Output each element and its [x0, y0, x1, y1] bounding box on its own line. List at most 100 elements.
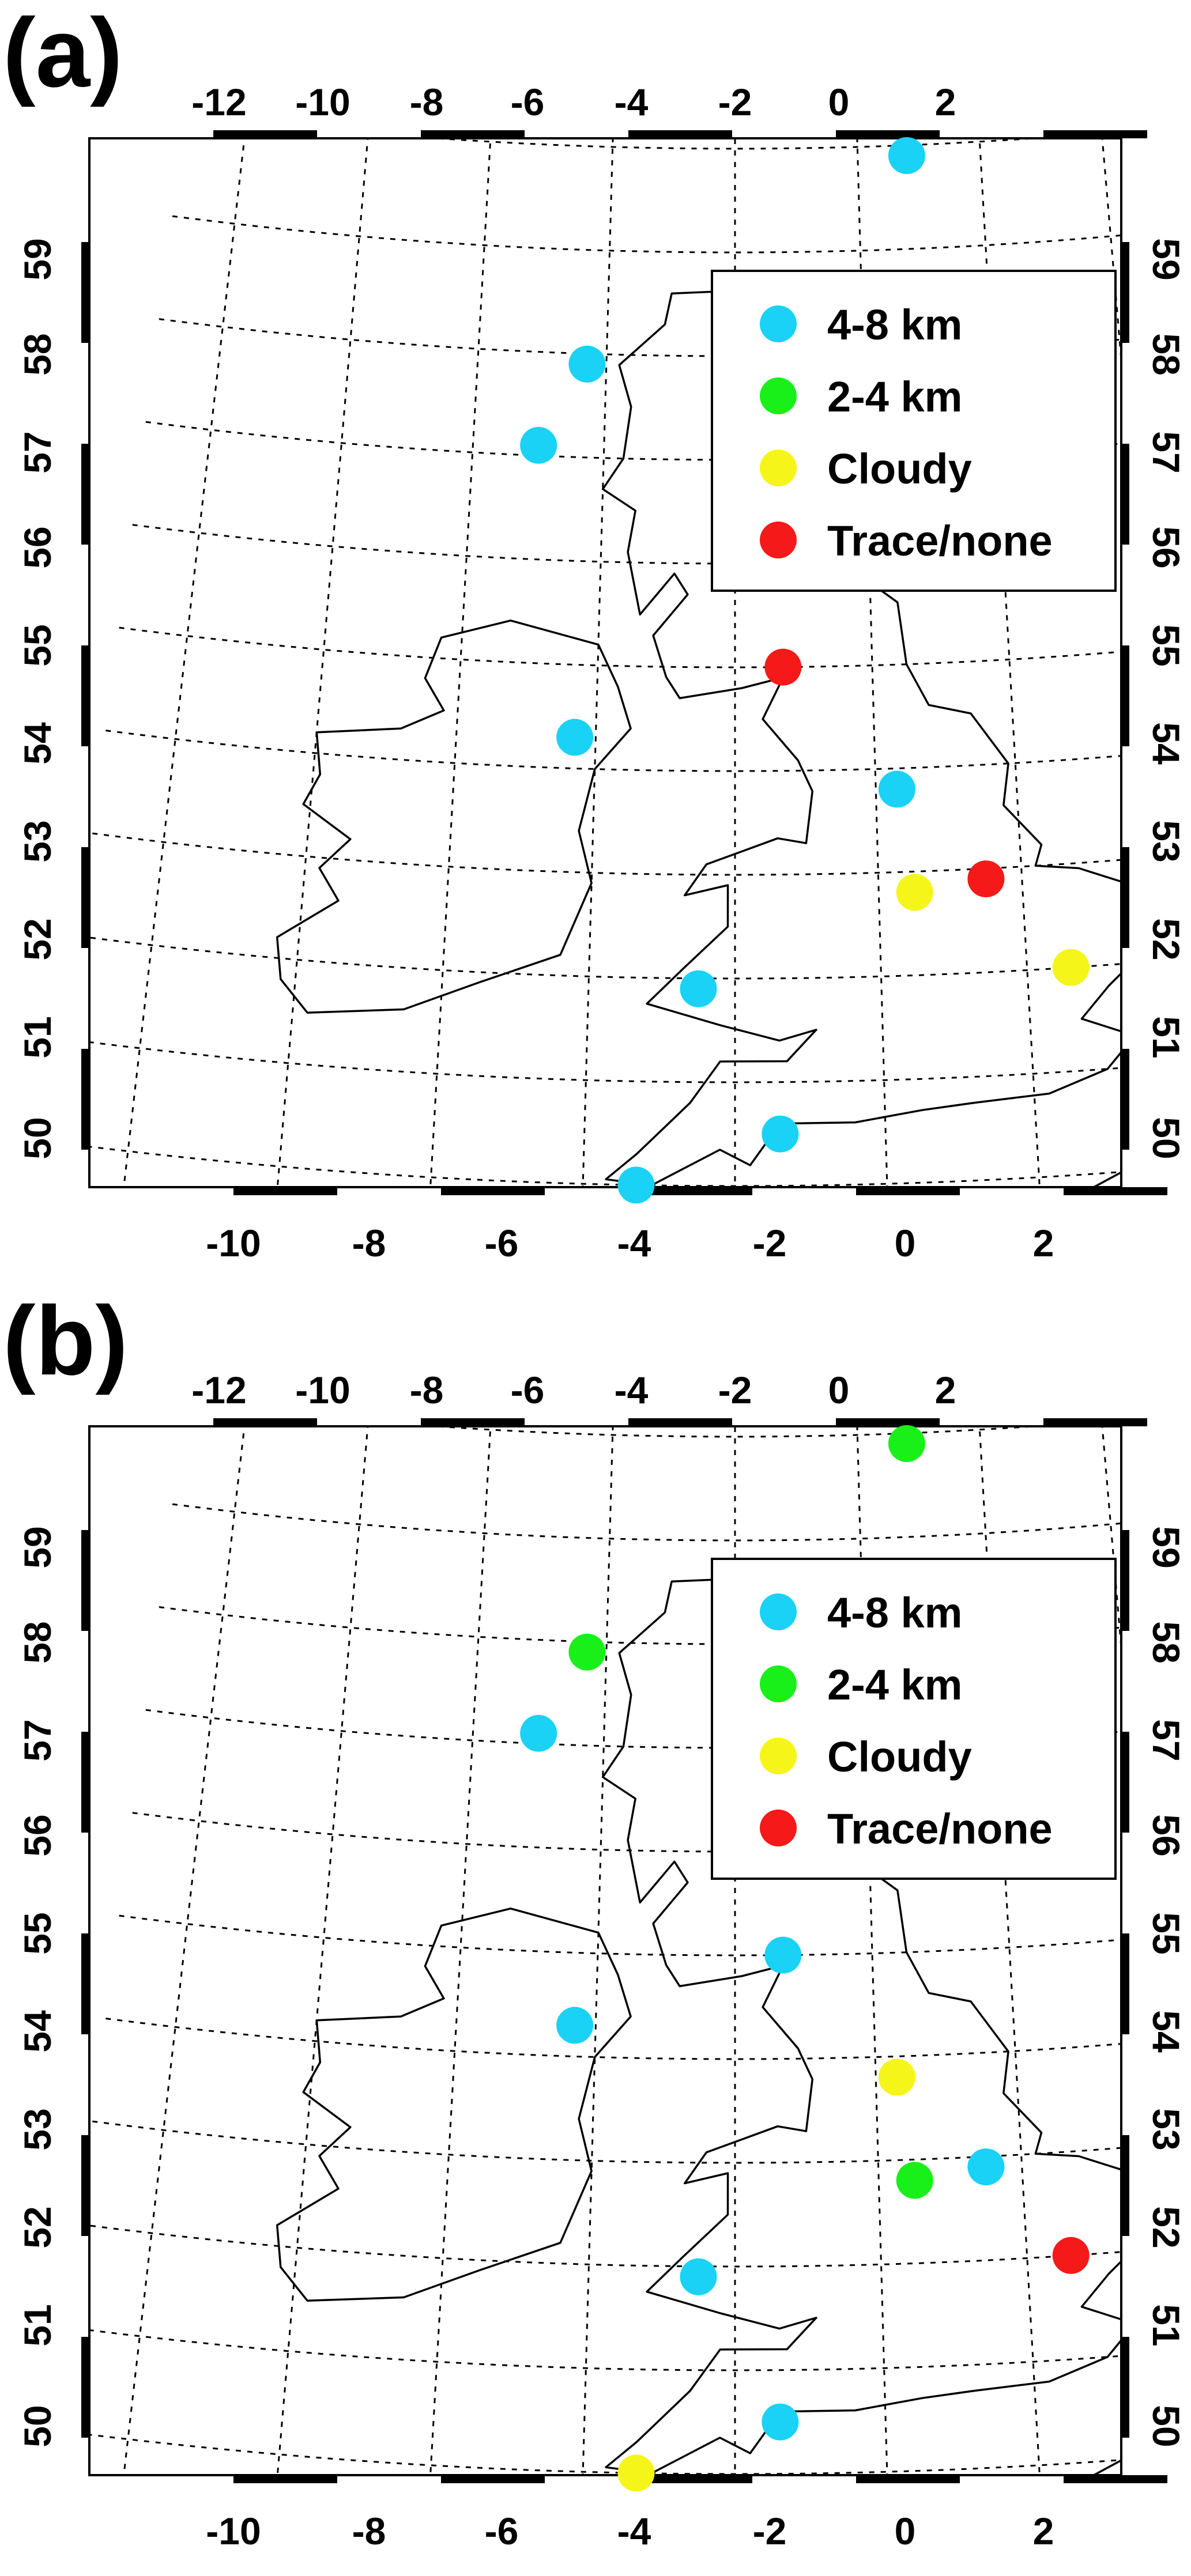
tick-label-bottom: 0 [895, 2510, 916, 2552]
tick-label-right: 51 [1145, 2304, 1188, 2346]
border-scale-bar [1121, 1732, 1129, 1833]
station-marker [568, 1633, 606, 1671]
border-scale-bar [81, 847, 89, 948]
graticule-parallel [159, 1606, 1121, 1645]
station-marker [520, 426, 557, 464]
border-scale-bar [81, 1732, 89, 1833]
tick-label-bottom: 2 [1033, 2510, 1054, 2552]
graticule-parallel [92, 2120, 1121, 2164]
border-scale-bar [233, 2475, 337, 2483]
graticule-parallel [172, 1503, 1121, 1542]
station-marker [878, 770, 915, 808]
station-marker [556, 719, 594, 756]
tick-label-right: 50 [1145, 1117, 1188, 1159]
border-scale-bar [81, 1049, 89, 1150]
graticule-parallel [145, 421, 1121, 461]
legend-marker [760, 522, 797, 558]
station-marker [967, 860, 1005, 898]
border-scale-bar [1121, 1049, 1129, 1150]
graticule-parallel [425, 138, 1045, 150]
graticule-meridian [582, 138, 614, 1187]
border-scale-bar [233, 1187, 337, 1195]
graticule-parallel [105, 2018, 1121, 2060]
graticule-parallel [89, 2224, 1121, 2268]
station-marker [888, 1425, 925, 1462]
tick-label-left: 52 [16, 918, 59, 960]
legend-label: Cloudy [827, 1733, 972, 1781]
tick-label-right: 57 [1145, 1719, 1188, 1761]
graticule-meridian [429, 1426, 492, 2475]
station-marker [680, 970, 717, 1007]
border-scale-bar [1121, 242, 1129, 343]
tick-label-top: -6 [511, 81, 545, 123]
tick-label-right: 53 [1145, 820, 1188, 862]
tick-label-left: 55 [16, 624, 59, 666]
graticule-parallel [89, 2329, 1121, 2371]
tick-label-bottom: -2 [753, 2510, 787, 2552]
station-marker [888, 137, 925, 174]
station-marker [568, 345, 606, 383]
graticule-parallel [89, 1041, 1121, 1083]
graticule-parallel [159, 318, 1121, 357]
map-panel-b: (b) -12 -10 -8 -6 -4 -2 0 2 -10 -8 -6 -4 -2 0 2 59 58 57 56… [3, 1286, 1188, 2552]
tick-label-right: 55 [1145, 624, 1188, 666]
tick-label-top: 2 [935, 1369, 956, 1411]
tick-label-right: 50 [1145, 2405, 1188, 2447]
border-scale-bar [1121, 1530, 1129, 1631]
legend-label: Trace/none [827, 1805, 1053, 1853]
legend-marker [760, 1665, 797, 1702]
station-marker [764, 1936, 802, 1974]
tick-label-right: 54 [1145, 2010, 1188, 2053]
border-scale-bar [856, 2475, 960, 2483]
border-scale-bar [81, 2135, 89, 2236]
station-marker [762, 1115, 799, 1153]
border-scale-bar [1121, 1933, 1129, 2034]
station-marker [896, 874, 933, 911]
legend-label: 4-8 km [827, 1589, 962, 1637]
tick-label-right: 59 [1145, 238, 1188, 280]
legend-label: Cloudy [827, 445, 972, 493]
border-scale-bar [81, 1530, 89, 1631]
graticule-parallel [92, 832, 1121, 876]
graticule-meridian [276, 1426, 369, 2475]
graticule-parallel [145, 1709, 1121, 1749]
tick-label-left: 55 [16, 1912, 59, 1954]
tick-label-top: 2 [935, 81, 956, 123]
border-scale-bar [81, 2337, 89, 2438]
border-scale-bar [1043, 130, 1147, 138]
tick-label-right: 58 [1145, 333, 1188, 375]
tick-label-left: 53 [16, 2108, 59, 2150]
tick-label-top: -10 [295, 1369, 350, 1411]
coastline-great-britain [601, 1575, 1121, 2475]
graticule-meridian [856, 138, 888, 1187]
tick-label-right: 51 [1145, 1016, 1188, 1058]
graticule-parallel [119, 626, 1121, 668]
border-scale-bar [213, 130, 317, 138]
graticule-parallel [105, 730, 1121, 772]
border-scale-bar [1121, 2135, 1129, 2236]
tick-label-left: 58 [16, 1621, 59, 1663]
tick-label-right: 52 [1145, 2206, 1188, 2248]
station-marker [764, 648, 802, 686]
tick-label-bottom: -10 [206, 2510, 261, 2552]
border-scale-bar [81, 242, 89, 343]
tick-label-top: 0 [828, 1369, 850, 1411]
tick-label-right: 53 [1145, 2108, 1188, 2150]
border-scale-bar [649, 1187, 752, 1195]
tick-label-left: 54 [16, 722, 59, 765]
tick-label-bottom: -4 [617, 2510, 651, 2552]
tick-label-left: 59 [16, 238, 59, 280]
station-marker [1052, 2237, 1090, 2274]
legend-label: 2-4 km [827, 1661, 962, 1709]
legend-label: 4-8 km [827, 301, 962, 349]
legend-marker [760, 305, 797, 342]
border-scale-bar [1064, 2475, 1167, 2483]
tick-label-right: 56 [1145, 526, 1188, 568]
graticule-meridian [429, 138, 492, 1187]
tick-label-bottom: 2 [1033, 1222, 1054, 1264]
graticule-meridian [276, 138, 369, 1187]
station-marker [520, 1714, 557, 1752]
tick-label-left: 50 [16, 1117, 59, 1159]
tick-label-bottom: -6 [485, 2510, 519, 2552]
map-panel-a: (a) -12 -10 -8 -6 -4 -2 0 2 -10 -8 -6 -4 -2 0 2 59 58 57 56… [3, 0, 1188, 1264]
